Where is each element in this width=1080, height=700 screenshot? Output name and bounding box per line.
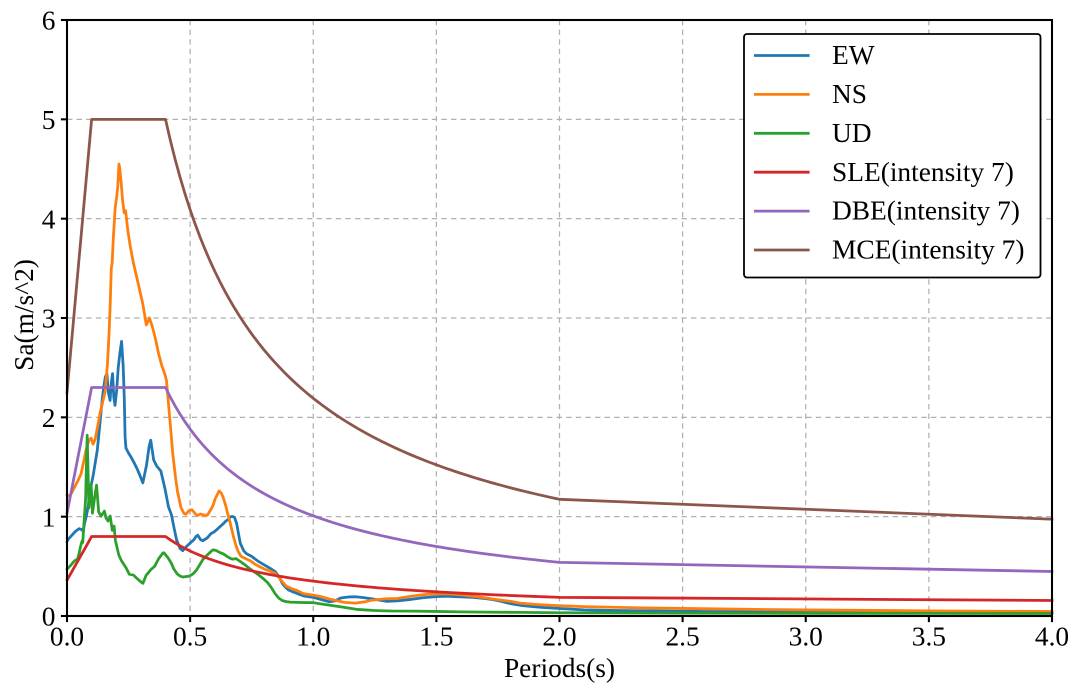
svg-text:4.0: 4.0 [1035, 622, 1069, 652]
svg-text:UD: UD [832, 118, 872, 148]
svg-text:2.0: 2.0 [542, 622, 576, 652]
svg-text:4: 4 [42, 204, 56, 234]
svg-text:2.5: 2.5 [665, 622, 699, 652]
svg-text:Sa(m/s^2): Sa(m/s^2) [9, 259, 39, 371]
svg-text:MCE(intensity 7): MCE(intensity 7) [832, 235, 1024, 265]
svg-text:0.0: 0.0 [50, 622, 84, 652]
svg-text:0: 0 [42, 602, 56, 632]
svg-text:2: 2 [42, 403, 56, 433]
svg-text:SLE(intensity 7): SLE(intensity 7) [832, 157, 1014, 187]
svg-text:0.5: 0.5 [173, 622, 207, 652]
svg-text:Periods(s): Periods(s) [504, 653, 615, 683]
svg-text:3.5: 3.5 [912, 622, 946, 652]
svg-text:NS: NS [832, 79, 867, 109]
svg-text:1.5: 1.5 [419, 622, 453, 652]
svg-text:3.0: 3.0 [789, 622, 823, 652]
svg-text:EW: EW [832, 40, 875, 70]
svg-text:1.0: 1.0 [296, 622, 330, 652]
svg-text:5: 5 [42, 105, 56, 135]
svg-text:3: 3 [42, 304, 56, 334]
svg-text:6: 6 [42, 6, 56, 36]
svg-text:DBE(intensity 7): DBE(intensity 7) [832, 196, 1020, 226]
svg-text:1: 1 [42, 502, 56, 532]
